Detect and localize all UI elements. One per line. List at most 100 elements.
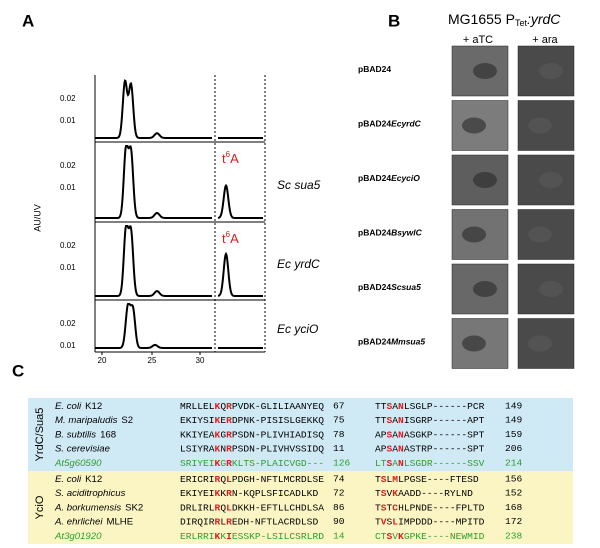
residues: L: [387, 474, 393, 485]
residues: R: [215, 516, 221, 527]
residues: R: [226, 516, 232, 527]
plasmid: pBAD24: [358, 173, 391, 183]
species-name: E. coli: [55, 401, 82, 412]
residues: Q: [220, 502, 226, 513]
residues: S: [387, 415, 393, 426]
end-position: 159: [505, 429, 523, 440]
residues: R: [215, 502, 221, 513]
residues: LSIYRA: [180, 443, 215, 454]
residues: I: [226, 530, 232, 541]
residues: G: [220, 429, 226, 440]
sequence: SRIYEIKGRKLTS-PLAICVGD---: [180, 457, 324, 468]
end-position: 11: [333, 443, 345, 454]
residues: K: [215, 401, 221, 412]
species: M. maripaludis S2: [55, 415, 133, 426]
row-label: pBAD24: [358, 64, 391, 74]
residues: KKIYEA: [180, 429, 215, 440]
annotation-rest: A: [230, 231, 239, 246]
residues: ESSKP-LSILCSRLRD: [232, 530, 324, 541]
residues: K: [215, 443, 221, 454]
y-tick-label: 0.01: [60, 116, 76, 125]
residues: A: [392, 429, 398, 440]
group-label: YciO: [34, 495, 46, 519]
plasmid: pBAD24: [358, 282, 391, 292]
residues: K: [220, 530, 226, 541]
y-tick-label: 0.02: [60, 161, 76, 170]
species: S. aciditrophicus: [55, 488, 126, 499]
sequence: DIRQIRRLREDH-NFTLACRDLSD: [180, 516, 318, 527]
residues: S: [387, 457, 393, 468]
residues: R: [226, 429, 232, 440]
end-position: 206: [505, 443, 523, 454]
strain: 168: [100, 429, 116, 440]
residues: DRLIRL: [180, 502, 215, 513]
group-band: [28, 398, 573, 471]
colony: [528, 335, 552, 352]
gene: EcyciO: [391, 173, 420, 183]
species-name: A. borkumensis: [54, 502, 121, 513]
species: At5g60590: [54, 457, 102, 468]
annotation-rest: A: [230, 151, 239, 166]
sequence: EKIYEIKKRN-KQPLSFICADLKD: [180, 488, 318, 499]
species-name: A. ehrlichei: [54, 516, 103, 527]
x-tick-label: 20: [98, 356, 107, 365]
residues: A: [392, 401, 398, 412]
residues: A: [392, 457, 398, 468]
trace-label: Ec yciO: [277, 322, 318, 336]
residues: DKKH-EFTLLCHDLSA: [232, 502, 324, 513]
annotation: t6A: [222, 230, 239, 246]
panel-label: C: [12, 361, 24, 380]
species: E. coli K12: [55, 401, 102, 412]
plasmid: pBAD24: [358, 337, 391, 347]
sequence: ERICRIRQLPDGH-NFTLMCRDLSE: [180, 474, 324, 485]
sequence: ERLRRIKKIESSKP-LSILCSRLRD: [180, 530, 324, 541]
residues: L: [220, 516, 226, 527]
group-label: YrdC/Sua5: [34, 408, 46, 462]
title-gene: :yrdC: [527, 11, 561, 27]
sequence: CTSVKGPKE----NEWMID: [375, 530, 485, 541]
sequence: TSLMLPGSE----FTESD: [375, 474, 479, 485]
sequence: KKIYEAKGRPSDN-PLIVHIADISQ: [180, 429, 324, 440]
column-label: + ara: [532, 34, 558, 46]
colony: [539, 63, 563, 79]
plasmid: pBAD24: [358, 119, 391, 129]
residues: PDGH-NFTLMCRDLSE: [232, 474, 324, 485]
end-position: 67: [333, 401, 345, 412]
residues: ERLRRI: [180, 530, 215, 541]
x-tick-label: 25: [148, 356, 157, 365]
end-position: 238: [505, 530, 523, 541]
title-text: MG1655 P: [448, 11, 515, 27]
strain: SK2: [125, 502, 143, 513]
residues: IMPDDD----MPITD: [398, 516, 485, 527]
residues: K: [220, 488, 226, 499]
residues: R: [226, 457, 232, 468]
species-name: At5g60590: [54, 457, 102, 468]
residues: T: [387, 502, 393, 513]
residues: S: [387, 429, 393, 440]
residues: PSDN-PLIVHIADISQ: [232, 429, 324, 440]
residues: GPKE----NEWMID: [404, 530, 485, 541]
residues: K: [215, 457, 221, 468]
residues: N-KQPLSFICADLKD: [232, 488, 319, 499]
annotation-base: t: [222, 151, 226, 166]
residues: N: [398, 457, 404, 468]
residues: LSGDR------SSV: [404, 457, 485, 468]
trace-label: Ec yrdC: [277, 257, 320, 271]
gene: BsywlC: [391, 228, 423, 238]
title-subscript: Tet: [515, 18, 528, 28]
residues: KLTS-PLAICVGD---: [232, 457, 324, 468]
residues: CT: [375, 530, 387, 541]
residues: K: [215, 415, 221, 426]
sequence: DRLIRLRQLDKKH-EFTLLCHDLSA: [180, 502, 324, 513]
residues: R: [226, 401, 232, 412]
strain: S2: [121, 415, 133, 426]
residues: L: [226, 474, 232, 485]
y-tick-label: 0.02: [60, 319, 76, 328]
colony: [473, 63, 497, 79]
colony: [462, 226, 486, 243]
residues: R: [226, 415, 232, 426]
residues: S: [387, 516, 393, 527]
colony: [528, 117, 552, 134]
residues: E: [220, 415, 226, 426]
residues: EDH-NFTLACRDLSD: [232, 516, 319, 527]
